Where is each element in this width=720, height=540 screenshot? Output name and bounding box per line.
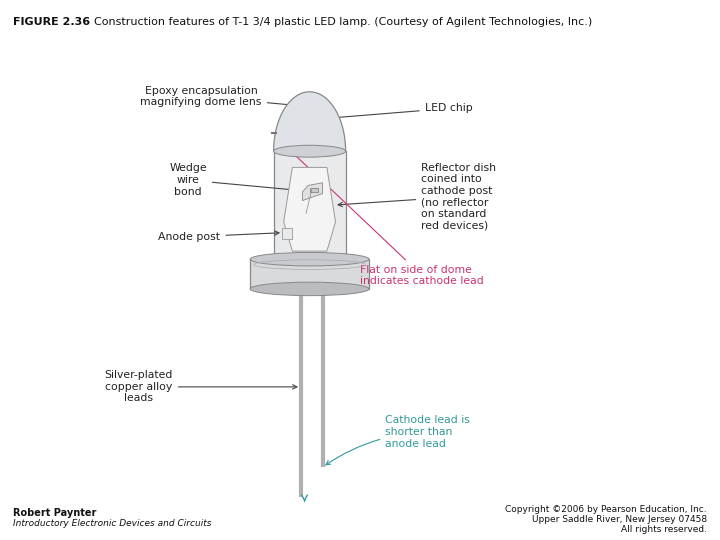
Text: FIGURE 2.36: FIGURE 2.36	[13, 17, 90, 28]
Text: Reflector dish
coined into
cathode post
(no reflector
on standard
red devices): Reflector dish coined into cathode post …	[338, 163, 496, 231]
Text: Cathode lead is
shorter than
anode lead: Cathode lead is shorter than anode lead	[326, 415, 470, 465]
Text: Anode post: Anode post	[158, 231, 279, 242]
Polygon shape	[282, 228, 292, 239]
Ellipse shape	[274, 145, 346, 157]
Text: Introductory Electronic Devices and Circuits: Introductory Electronic Devices and Circ…	[13, 519, 212, 528]
Text: LED chip: LED chip	[328, 104, 472, 120]
Text: Robert Paynter: Robert Paynter	[13, 508, 96, 518]
Text: Silver-plated
copper alloy
leads: Silver-plated copper alloy leads	[104, 370, 297, 403]
Polygon shape	[284, 167, 336, 251]
Polygon shape	[274, 151, 346, 259]
Text: Flat on side of dome
indicates cathode lead: Flat on side of dome indicates cathode l…	[275, 136, 484, 286]
Ellipse shape	[251, 252, 369, 266]
Polygon shape	[302, 183, 323, 200]
Polygon shape	[251, 259, 369, 289]
Text: Copyright ©2006 by Pearson Education, Inc.: Copyright ©2006 by Pearson Education, In…	[505, 505, 707, 514]
Text: Epoxy encapsulation
magnifying dome lens: Epoxy encapsulation magnifying dome lens	[140, 86, 305, 108]
Polygon shape	[310, 187, 318, 192]
Ellipse shape	[251, 282, 369, 295]
Text: Construction features of T-1 3/4 plastic LED lamp. (Courtesy of Agilent Technolo: Construction features of T-1 3/4 plastic…	[94, 17, 592, 28]
Text: Wedge
wire
bond: Wedge wire bond	[169, 164, 300, 197]
Text: Upper Saddle River, New Jersey 07458: Upper Saddle River, New Jersey 07458	[532, 515, 707, 524]
Text: All rights reserved.: All rights reserved.	[621, 524, 707, 534]
Polygon shape	[274, 92, 346, 151]
